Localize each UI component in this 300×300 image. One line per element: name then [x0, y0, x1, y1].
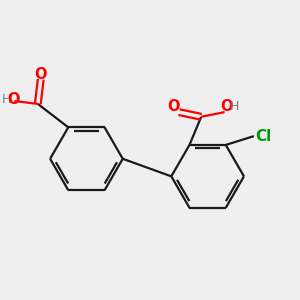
Text: Cl: Cl: [255, 129, 272, 144]
Text: O: O: [167, 99, 179, 114]
Text: H: H: [230, 100, 239, 113]
Text: H: H: [2, 93, 11, 106]
Text: O: O: [8, 92, 20, 107]
Text: O: O: [220, 99, 232, 114]
Text: O: O: [34, 67, 47, 82]
